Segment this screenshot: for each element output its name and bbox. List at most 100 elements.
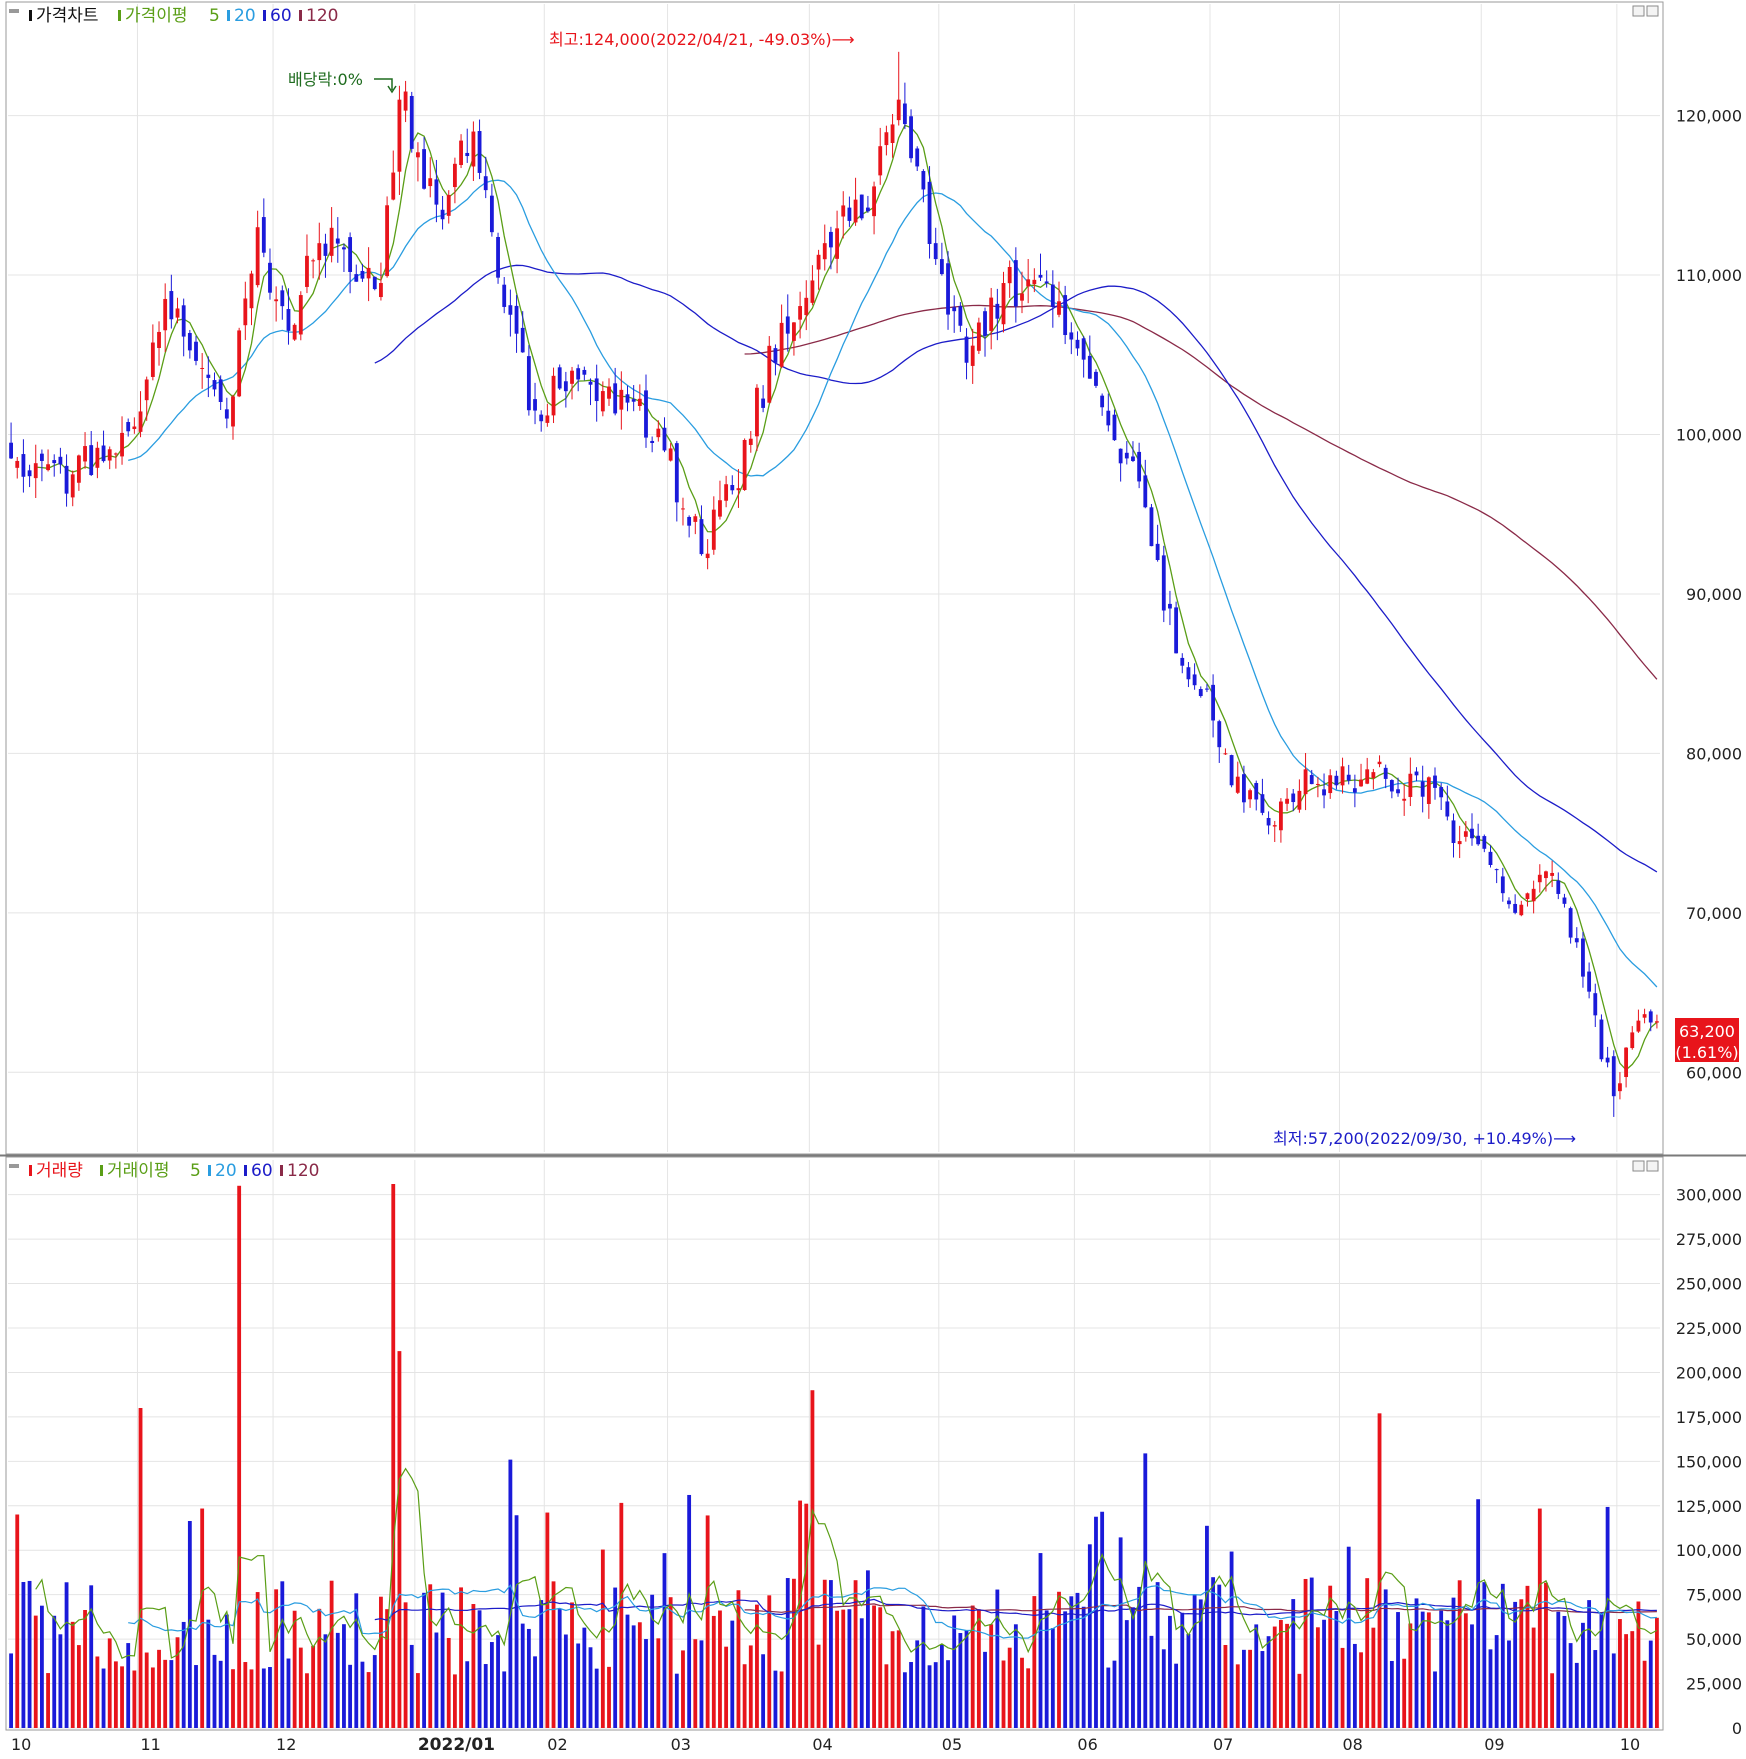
volume-bar bbox=[1402, 1658, 1407, 1728]
x-axis-month-label: 11 bbox=[140, 1735, 160, 1754]
candle-body bbox=[489, 195, 494, 233]
legend-menu-icon[interactable] bbox=[9, 1164, 19, 1168]
candle-body bbox=[1482, 836, 1487, 849]
candle-body bbox=[89, 445, 94, 476]
volume-bar bbox=[1106, 1667, 1111, 1728]
volume-bar bbox=[872, 1605, 876, 1728]
candle-body bbox=[1192, 674, 1197, 686]
candle-body bbox=[224, 409, 229, 419]
volume-bar bbox=[865, 1570, 870, 1728]
legend-volume[interactable]: 거래량 bbox=[36, 1161, 83, 1181]
volume-y-tick-label: 200,000 bbox=[1676, 1363, 1742, 1382]
volume-bar bbox=[1229, 1551, 1234, 1728]
volume-bar bbox=[144, 1652, 149, 1728]
legend-menu-icon[interactable] bbox=[9, 9, 19, 13]
legend-ma120[interactable]: 120 bbox=[306, 6, 338, 26]
volume-bar bbox=[1636, 1601, 1641, 1728]
price-legend: 가격차트 가격이평 5 20 60 120 bbox=[9, 6, 338, 26]
volume-bar bbox=[1655, 1617, 1659, 1728]
volume-bar bbox=[1642, 1660, 1647, 1728]
candle-body bbox=[976, 322, 981, 351]
volume-bar bbox=[305, 1673, 309, 1728]
volume-bar bbox=[1198, 1599, 1203, 1728]
volume-bar bbox=[1260, 1651, 1265, 1728]
close-panel-icon[interactable] bbox=[1646, 1160, 1659, 1172]
candle-body bbox=[1235, 776, 1240, 793]
candle-body bbox=[785, 316, 790, 334]
price-ma120-line bbox=[744, 304, 1658, 680]
volume-bar bbox=[181, 1621, 186, 1728]
candle-body bbox=[138, 411, 143, 432]
candle-body bbox=[835, 228, 839, 259]
candle-body bbox=[1537, 874, 1542, 883]
volume-bar bbox=[83, 1610, 87, 1728]
legend-ma5[interactable]: 5 bbox=[209, 6, 220, 26]
close-panel-icon[interactable] bbox=[1646, 5, 1659, 17]
legend-ma60[interactable]: 60 bbox=[270, 6, 292, 26]
candle-body bbox=[459, 140, 463, 166]
volume-bar bbox=[668, 1597, 673, 1728]
low-price-annotation: 최저:57,200(2022/09/30, +10.49%)⟶ bbox=[1273, 1129, 1576, 1148]
candle-body bbox=[1334, 775, 1339, 786]
volume-bar bbox=[187, 1521, 192, 1728]
volume-bar bbox=[39, 1605, 44, 1728]
candle-body bbox=[323, 243, 328, 256]
candle-body bbox=[1389, 780, 1394, 792]
legend-price-chart[interactable]: 가격차트 bbox=[36, 6, 99, 26]
volume-bar bbox=[397, 1351, 402, 1728]
volume-bar bbox=[33, 1615, 38, 1728]
legend-marker-ma120 bbox=[299, 10, 302, 21]
y-axis-labels: 60,000 70,000 80,000 90,000 100,000 110,000 12… bbox=[1676, 107, 1742, 1738]
volume-bar bbox=[755, 1604, 759, 1728]
volume-bar bbox=[1137, 1586, 1142, 1728]
legend-price-ma[interactable]: 가격이평 bbox=[125, 6, 188, 26]
volume-bar bbox=[1161, 1649, 1166, 1728]
minimize-panel-icon[interactable] bbox=[1632, 1160, 1645, 1172]
volume-bar bbox=[804, 1503, 809, 1728]
candle-body bbox=[126, 422, 131, 432]
volume-y-tick-label: 300,000 bbox=[1676, 1186, 1742, 1205]
volume-bar bbox=[379, 1596, 383, 1728]
volume-bar bbox=[1075, 1592, 1080, 1728]
candle-body bbox=[317, 243, 322, 261]
volume-bar bbox=[1186, 1633, 1191, 1728]
candle-body bbox=[1038, 274, 1043, 278]
volume-bar bbox=[625, 1614, 630, 1728]
x-axis-month-label: 03 bbox=[671, 1735, 691, 1754]
current-price-change: (1.61%) bbox=[1675, 1043, 1738, 1062]
legend-volume-ma[interactable]: 거래이평 bbox=[107, 1161, 170, 1181]
volume-bar bbox=[58, 1634, 63, 1728]
minimize-panel-icon[interactable] bbox=[1632, 5, 1645, 17]
volume-bar bbox=[311, 1645, 316, 1728]
candle-body bbox=[1124, 452, 1129, 459]
candle-body bbox=[1648, 1011, 1653, 1023]
volume-bar bbox=[730, 1620, 735, 1728]
candle-body bbox=[1593, 993, 1598, 1016]
candle-body bbox=[902, 103, 907, 125]
candle-body bbox=[1352, 788, 1357, 793]
volume-bar bbox=[1303, 1578, 1308, 1728]
candle-body bbox=[1655, 1021, 1659, 1023]
legend-vol-ma20[interactable]: 20 bbox=[215, 1161, 237, 1181]
legend-vol-ma60[interactable]: 60 bbox=[251, 1161, 273, 1181]
volume-bar bbox=[1531, 1627, 1536, 1728]
candle-body bbox=[46, 464, 50, 471]
legend-vol-ma120[interactable]: 120 bbox=[287, 1161, 319, 1181]
volume-bar bbox=[761, 1654, 766, 1728]
candle-body bbox=[354, 274, 359, 282]
x-axis-month-label: 10 bbox=[11, 1735, 31, 1754]
x-axis-month-label: 09 bbox=[1484, 1735, 1504, 1754]
candle-body bbox=[859, 194, 864, 219]
legend-ma20[interactable]: 20 bbox=[234, 6, 256, 26]
volume-bar bbox=[1414, 1598, 1419, 1728]
candle-body bbox=[305, 255, 309, 287]
volume-bar bbox=[600, 1549, 605, 1728]
volume-bar bbox=[1217, 1584, 1222, 1728]
legend-vol-ma5[interactable]: 5 bbox=[190, 1161, 201, 1181]
volume-bar bbox=[1525, 1585, 1530, 1728]
candle-body bbox=[1636, 1020, 1641, 1032]
legend-marker-vol-ma bbox=[100, 1165, 103, 1176]
volume-bar bbox=[132, 1670, 137, 1728]
candle-body bbox=[329, 227, 334, 256]
volume-bar bbox=[46, 1673, 50, 1728]
